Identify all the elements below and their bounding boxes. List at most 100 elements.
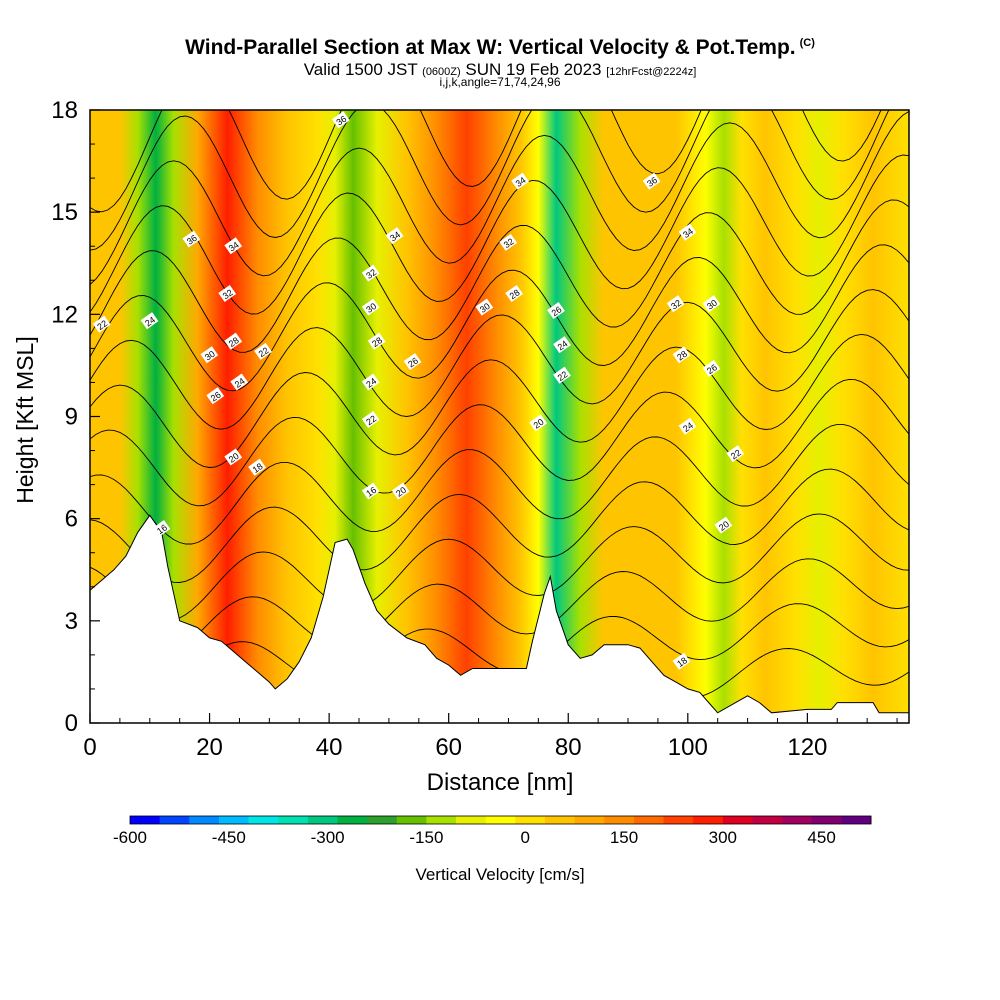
colorbar-swatch	[307, 816, 338, 824]
contour-label-14: 34	[385, 227, 404, 245]
valid-date: SUN 19 Feb 2023	[465, 60, 602, 79]
colorbar-tick-label: -150	[409, 828, 443, 847]
contour-label-bg	[511, 172, 530, 190]
x-tick-label: 60	[435, 734, 462, 761]
theta-contour-12	[90, 111, 909, 285]
valid-prefix: Valid 1500 JST	[303, 60, 418, 79]
colorbar-swatch	[367, 816, 398, 824]
colorbar-tick-label: -600	[113, 828, 147, 847]
contour-label-6: 30	[200, 346, 219, 364]
contour-label-bg	[678, 417, 697, 435]
title-unit: (C)	[799, 37, 815, 49]
colorbar-swatch	[159, 816, 190, 824]
colorbar-swatch	[485, 816, 516, 824]
contour-label-text: 34	[388, 229, 402, 243]
contour-label-bg	[361, 373, 380, 391]
contour-label-text: 16	[364, 485, 378, 499]
contour-label-37: 24	[678, 417, 697, 435]
contour-label-0: 22	[92, 315, 111, 333]
contour-label-text: 20	[227, 451, 241, 465]
chart-title: Wind-Parallel Section at Max W: Vertical…	[0, 36, 1000, 60]
valid-utc: (0600Z)	[422, 66, 461, 78]
contour-label-bg	[152, 519, 171, 538]
title-text: Wind-Parallel Section at Max W: Vertical…	[185, 36, 796, 59]
contour-label-38: 22	[726, 445, 745, 463]
contour-label-text: 22	[364, 413, 378, 427]
contour-label-text: 24	[143, 315, 157, 329]
colorbar: -600 -450 -300 -150 0 150 300 450	[113, 815, 872, 847]
contour-label-28: 24	[553, 336, 571, 354]
colorbar-tick-label: 300	[709, 828, 737, 847]
colorbar-tick-label: -300	[311, 828, 345, 847]
contour-label-text: 28	[227, 335, 241, 349]
theta-contour-9	[90, 244, 909, 392]
colorbar-frame	[129, 815, 872, 825]
contour-label-bg	[475, 298, 494, 316]
x-tick-label: 0	[83, 734, 96, 761]
contour-label-bg	[361, 298, 380, 316]
contour-label-bg	[391, 482, 410, 500]
theta-contour-8	[90, 289, 909, 430]
contour-label-text: 22	[729, 447, 743, 461]
contour-label-33: 32	[666, 295, 685, 313]
contour-label-text: 24	[233, 376, 247, 390]
contour-label-13: 36	[331, 111, 350, 129]
contour-label-26: 30	[475, 298, 494, 316]
contour-label-9: 26	[206, 387, 225, 405]
contour-label-10: 20	[224, 448, 243, 466]
contour-label-bg	[206, 387, 225, 405]
colorbar-swatch	[633, 816, 665, 824]
contour-label-text: 30	[364, 301, 378, 315]
x-tick-label: 80	[555, 734, 582, 761]
colorbar-tick-label: 0	[520, 828, 529, 847]
contour-label-bg	[702, 295, 721, 313]
contour-label-text: 36	[645, 175, 659, 189]
contour-label-bg	[200, 346, 219, 364]
contour-label-text: 28	[675, 349, 689, 363]
valid-time-line: Valid 1500 JST (0600Z) SUN 19 Feb 2023 […	[0, 60, 1000, 80]
contour-label-bg	[678, 223, 697, 241]
contour-label-24: 32	[499, 233, 518, 251]
contour-label-35: 28	[672, 346, 691, 364]
contour-label-17: 28	[367, 332, 386, 350]
contour-label-text: 24	[556, 338, 570, 352]
colorbar-swatch	[426, 816, 457, 824]
theta-contours	[90, 110, 909, 723]
y-axis-label: Height [Kft MSL]	[12, 336, 38, 503]
contour-label-bg	[224, 237, 243, 255]
contour-label-16: 30	[361, 298, 380, 316]
contour-label-text: 22	[556, 369, 570, 383]
theta-contour-6	[90, 378, 909, 507]
colorbar-swatch	[841, 816, 872, 824]
contour-label-text: 32	[221, 287, 235, 301]
y-tick-label: 18	[51, 97, 78, 124]
contour-label-text: 20	[717, 519, 731, 533]
contour-label-text: 36	[185, 233, 199, 247]
contour-label-19: 24	[361, 373, 380, 391]
x-tick-label: 40	[316, 734, 343, 761]
contour-label-22: 20	[391, 482, 410, 500]
y-tick-label: 12	[51, 301, 78, 328]
contour-label-text: 22	[257, 345, 271, 359]
contour-label-text: 26	[550, 304, 564, 318]
contour-label-text: 30	[478, 301, 492, 315]
x-tick-label: 20	[196, 734, 223, 761]
contour-label-36: 26	[702, 359, 721, 377]
contour-label-text: 32	[364, 267, 378, 281]
colorbar-swatch	[337, 816, 368, 824]
contour-label-text: 26	[406, 355, 420, 369]
contour-label-bg	[505, 284, 524, 303]
contour-label-bg	[248, 458, 267, 476]
contour-label-text: 24	[681, 420, 695, 434]
contour-label-text: 28	[370, 335, 384, 349]
contour-label-bg	[529, 414, 548, 432]
contour-label-bg	[140, 312, 159, 330]
contour-label-3: 34	[224, 237, 243, 255]
contour-label-29: 22	[553, 366, 571, 384]
colorbar-swatch	[218, 816, 250, 824]
contour-label-bg	[230, 373, 249, 391]
x-tick-label: 120	[787, 734, 827, 761]
contour-label-text: 32	[502, 236, 516, 250]
